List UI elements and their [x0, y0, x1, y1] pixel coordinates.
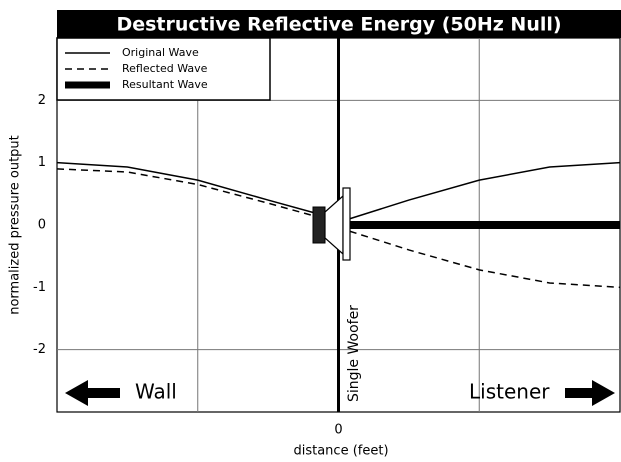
right-arrow [565, 380, 615, 406]
y-tick-label: 2 [38, 93, 46, 108]
woofer-baffle [343, 188, 350, 260]
x-axis-label: distance (feet) [293, 444, 388, 459]
legend-label: Original Wave [122, 46, 199, 59]
chart-title: Destructive Reflective Energy (50Hz Null… [116, 14, 561, 36]
x-tick-label: 0 [334, 423, 342, 438]
legend-label: Reflected Wave [122, 62, 208, 75]
chart: Destructive Reflective Energy (50Hz Null… [0, 0, 621, 462]
y-tick-label: -1 [33, 280, 46, 295]
woofer-label: Single Woofer [346, 305, 362, 402]
listener-label: Listener [469, 380, 550, 404]
wall-label: Wall [135, 380, 177, 404]
y-axis-label: normalized pressure output [8, 135, 23, 315]
y-tick-label: 1 [38, 155, 46, 170]
woofer-icon [313, 188, 350, 260]
y-tick-label: -2 [33, 342, 46, 357]
legend-label: Resultant Wave [122, 78, 208, 91]
woofer-cone [325, 196, 343, 254]
y-tick-label: 0 [38, 218, 46, 233]
left-arrow [65, 380, 120, 406]
woofer-magnet [313, 207, 325, 243]
